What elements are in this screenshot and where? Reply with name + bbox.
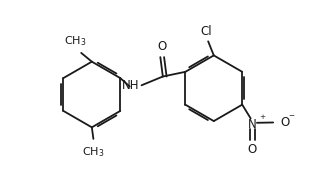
Text: $^+$: $^+$ xyxy=(258,114,267,124)
Text: O: O xyxy=(280,116,289,129)
Text: CH$_3$: CH$_3$ xyxy=(82,145,105,159)
Text: $^-$: $^-$ xyxy=(287,113,296,123)
Text: N: N xyxy=(248,118,257,131)
Text: O: O xyxy=(157,40,166,53)
Text: NH: NH xyxy=(122,79,140,92)
Text: Cl: Cl xyxy=(201,25,212,38)
Text: O: O xyxy=(248,143,257,156)
Text: CH$_3$: CH$_3$ xyxy=(64,34,87,48)
